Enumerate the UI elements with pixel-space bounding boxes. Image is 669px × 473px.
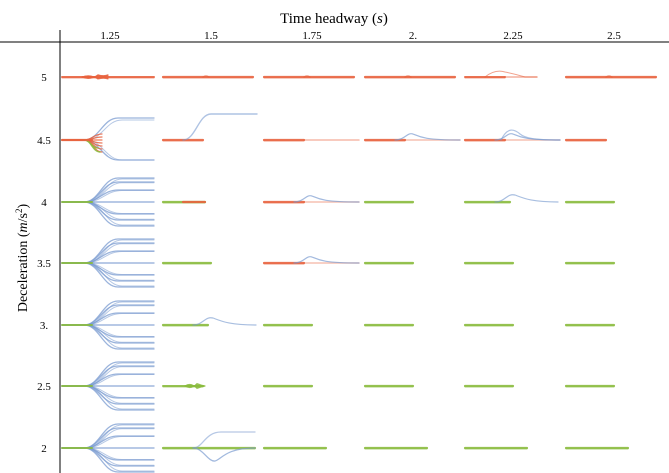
cell-4-2. <box>363 200 415 204</box>
axes: Time headway (s) 1.25 1.5 1.75 2. 2.25 2.5 5 4.5… <box>0 11 669 473</box>
cell-3.5-1.5 <box>161 261 213 265</box>
y-unit-m: m <box>16 222 31 232</box>
cell-2.5-1.25 <box>61 361 155 411</box>
cell-3.5-2.5 <box>564 261 616 265</box>
cell-5-2.25 <box>464 70 538 79</box>
trajectory-line-121 <box>61 324 155 338</box>
column-label-2: 1.75 <box>302 30 322 42</box>
column-label-0: 1.25 <box>100 30 120 42</box>
y-unit-exp: 2 <box>14 209 24 214</box>
row-label-2: 4 <box>41 197 47 209</box>
cell-2.5-2. <box>363 384 415 388</box>
cell-2-2.5 <box>564 446 630 450</box>
trajectory-line-117 <box>61 312 155 326</box>
cell-4.5-1.5 <box>161 113 258 142</box>
trajectory-line-147 <box>61 385 155 399</box>
cell-3.5-1.25 <box>61 238 155 288</box>
cell-4-1.75 <box>262 195 360 204</box>
row-label-3: 3.5 <box>37 258 51 270</box>
y-axis-label: Deceleration (m/s2) <box>14 204 31 313</box>
trajectory-line-78 <box>293 195 360 203</box>
cell-2.5-2.5 <box>564 384 616 388</box>
trajectory-line-15 <box>303 75 311 78</box>
cell-4.5-2.25 <box>463 129 561 142</box>
cell-3.-2. <box>363 323 415 327</box>
cell-3.5-1.75 <box>262 256 360 265</box>
y-unit-close: ) <box>16 204 31 209</box>
column-label-5: 2.5 <box>607 30 621 42</box>
cell-4.5-2. <box>363 133 461 142</box>
cell-5-1.25 <box>61 74 155 80</box>
trajectory-line-54 <box>500 129 561 141</box>
trajectory-line-25 <box>605 75 613 78</box>
row-label-5: 2.5 <box>37 381 51 393</box>
trajectory-line-130 <box>192 317 257 326</box>
trajectory-line-61 <box>61 189 155 203</box>
row-label-4: 3. <box>40 320 49 332</box>
cell-2.5-2.25 <box>463 384 515 388</box>
cell-5-2. <box>363 75 457 79</box>
trajectory-line-8 <box>81 75 109 80</box>
trajectory-line-26 <box>61 117 155 141</box>
chart-title-unit: s <box>377 11 383 27</box>
cells <box>60 70 658 473</box>
cell-3.-1.75 <box>262 323 314 327</box>
trajectory-line-9 <box>81 74 109 79</box>
trajectory-line-106 <box>293 256 360 264</box>
trajectory-line-94 <box>61 262 155 276</box>
column-label-4: 2.25 <box>503 30 523 42</box>
cell-3.-2.25 <box>463 323 515 327</box>
cell-4-2.5 <box>564 200 616 204</box>
cell-4.5-2.5 <box>564 138 608 142</box>
cell-2-1.25 <box>61 423 155 473</box>
trajectory-line-143 <box>61 373 155 387</box>
trajectory-line-83 <box>494 194 559 203</box>
cell-2.5-1.75 <box>262 384 314 388</box>
trajectory-line-18 <box>404 75 412 78</box>
row-label-1: 4.5 <box>37 135 51 147</box>
cell-3.5-2.25 <box>463 261 515 265</box>
cell-5-1.5 <box>161 75 255 79</box>
cell-2-2.25 <box>463 446 529 450</box>
cell-5-1.75 <box>262 75 356 79</box>
chart-title: Time headway (s) <box>280 11 388 27</box>
cell-3.-2.5 <box>564 323 616 327</box>
trajectory-line-21 <box>484 70 538 78</box>
trajectory-line-27 <box>61 119 155 141</box>
cell-5-2.5 <box>564 75 658 79</box>
row-label-0: 5 <box>41 72 47 84</box>
cell-2.5-1.5 <box>162 382 206 390</box>
trajectory-line-12 <box>202 75 210 78</box>
cell-3.5-2. <box>363 261 415 265</box>
trajectory-line-179 <box>61 447 155 461</box>
cell-4-1.25 <box>61 177 155 227</box>
cell-4.5-1.75 <box>262 138 360 142</box>
trajectory-line-189 <box>192 431 256 449</box>
cell-2-1.75 <box>262 446 328 450</box>
trajectory-line-42 <box>182 113 258 141</box>
trajectory-line-162 <box>184 382 206 389</box>
cell-4-1.5 <box>161 200 207 204</box>
cell-2-2. <box>363 446 429 450</box>
cell-3.-1.25 <box>61 300 155 350</box>
trajectory-line-90 <box>61 250 155 264</box>
cell-3.-1.5 <box>161 317 257 327</box>
trajectory-line-175 <box>61 435 155 449</box>
cell-4.5-1.25 <box>60 117 155 161</box>
column-label-1: 1.5 <box>204 30 218 42</box>
trajectory-line-65 <box>61 201 155 215</box>
trajectory-line-188 <box>192 447 256 462</box>
trajectory-line-28 <box>61 139 155 161</box>
trajectory-line-49 <box>394 133 461 141</box>
row-label-6: 2 <box>41 443 47 455</box>
cell-2-1.5 <box>161 431 257 462</box>
cell-4-2.25 <box>463 194 559 204</box>
column-label-3: 2. <box>409 30 418 42</box>
